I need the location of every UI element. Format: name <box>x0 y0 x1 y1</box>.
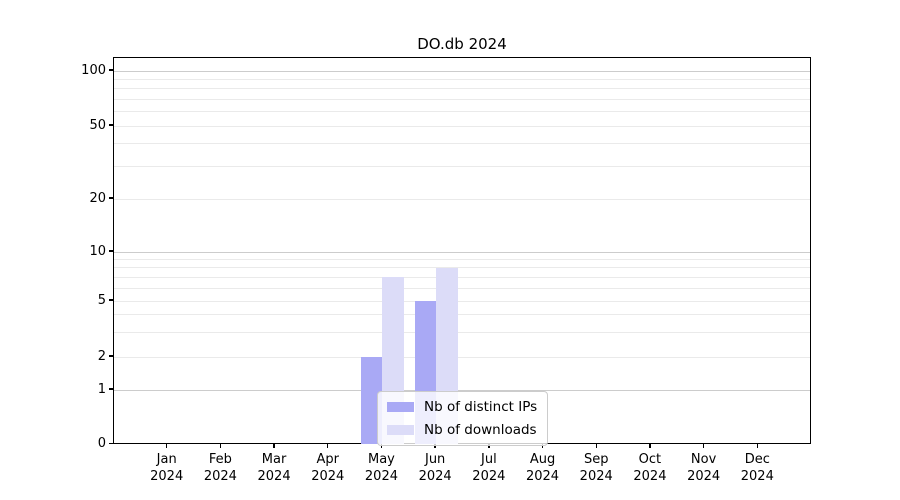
grid-line <box>114 258 810 260</box>
y-tick-label: 10 <box>89 243 106 259</box>
y-tick-mark <box>109 197 113 199</box>
y-tick-mark <box>109 250 113 252</box>
y-tick-mark <box>109 124 113 126</box>
x-tick-mark <box>434 444 436 448</box>
grid-line <box>114 300 810 302</box>
grid-line <box>114 143 810 145</box>
y-tick-label: 5 <box>97 292 106 308</box>
grid-line <box>114 389 810 391</box>
legend-item-distinct-ips: Nb of distinct IPs <box>387 399 537 415</box>
x-tick-label: Apr 2024 <box>311 452 345 484</box>
y-tick-label: 50 <box>89 117 106 133</box>
x-tick-mark <box>488 444 490 448</box>
grid-line <box>114 78 810 80</box>
y-tick-mark <box>109 442 113 445</box>
legend-swatch-distinct-ips <box>387 402 414 412</box>
x-tick-mark <box>327 444 329 448</box>
x-tick-label: May 2024 <box>364 452 398 484</box>
x-tick-mark <box>541 444 544 448</box>
grid-line <box>114 314 810 316</box>
legend: Nb of distinct IPs Nb of downloads <box>377 391 549 446</box>
grid-line <box>114 125 810 127</box>
x-tick-mark <box>273 444 275 448</box>
grid-line <box>114 70 810 72</box>
y-tick-mark <box>109 355 113 357</box>
x-tick-label: Jul 2024 <box>472 452 506 484</box>
y-tick-mark <box>109 69 113 71</box>
y-tick-label: 100 <box>81 62 106 78</box>
x-tick-mark <box>380 444 383 448</box>
grid-line <box>114 98 810 100</box>
x-tick-label: Oct 2024 <box>633 452 667 484</box>
grid-line <box>114 267 810 269</box>
x-tick-mark <box>595 444 597 448</box>
y-tick-mark <box>109 388 113 390</box>
grid-line <box>114 88 810 90</box>
x-tick-label: Aug 2024 <box>525 452 560 484</box>
x-tick-mark <box>756 444 758 448</box>
x-tick-mark <box>165 444 168 448</box>
legend-label: Nb of downloads <box>424 422 537 438</box>
y-tick-mark <box>109 299 113 301</box>
legend-item-downloads: Nb of downloads <box>387 422 537 438</box>
x-tick-label: Jun 2024 <box>418 452 452 484</box>
x-tick-label: Sep 2024 <box>579 452 613 484</box>
y-tick-label: 0 <box>97 436 106 451</box>
y-tick-label: 1 <box>97 381 106 397</box>
chart-title: DO.db 2024 <box>417 35 507 53</box>
x-tick-mark <box>649 444 651 448</box>
x-tick-label: Mar 2024 <box>257 452 291 484</box>
y-tick-label: 20 <box>89 190 106 206</box>
x-tick-label: Feb 2024 <box>203 452 237 484</box>
grid-line <box>114 198 810 200</box>
grid-line <box>114 276 810 278</box>
x-tick-label: Dec 2024 <box>740 452 774 484</box>
x-tick-mark <box>219 444 222 448</box>
legend-swatch-downloads <box>387 425 414 435</box>
plot-area <box>113 57 811 444</box>
x-tick-mark <box>702 444 705 448</box>
grid-line <box>114 356 810 358</box>
grid-line <box>114 251 810 253</box>
grid-line <box>114 111 810 113</box>
legend-label: Nb of distinct IPs <box>424 399 538 415</box>
x-tick-label: Jan 2024 <box>150 452 184 484</box>
grid-line <box>114 331 810 333</box>
x-tick-label: Nov 2024 <box>687 452 721 484</box>
grid-line <box>114 166 810 168</box>
grid-line <box>114 287 810 289</box>
y-tick-label: 2 <box>97 348 106 364</box>
